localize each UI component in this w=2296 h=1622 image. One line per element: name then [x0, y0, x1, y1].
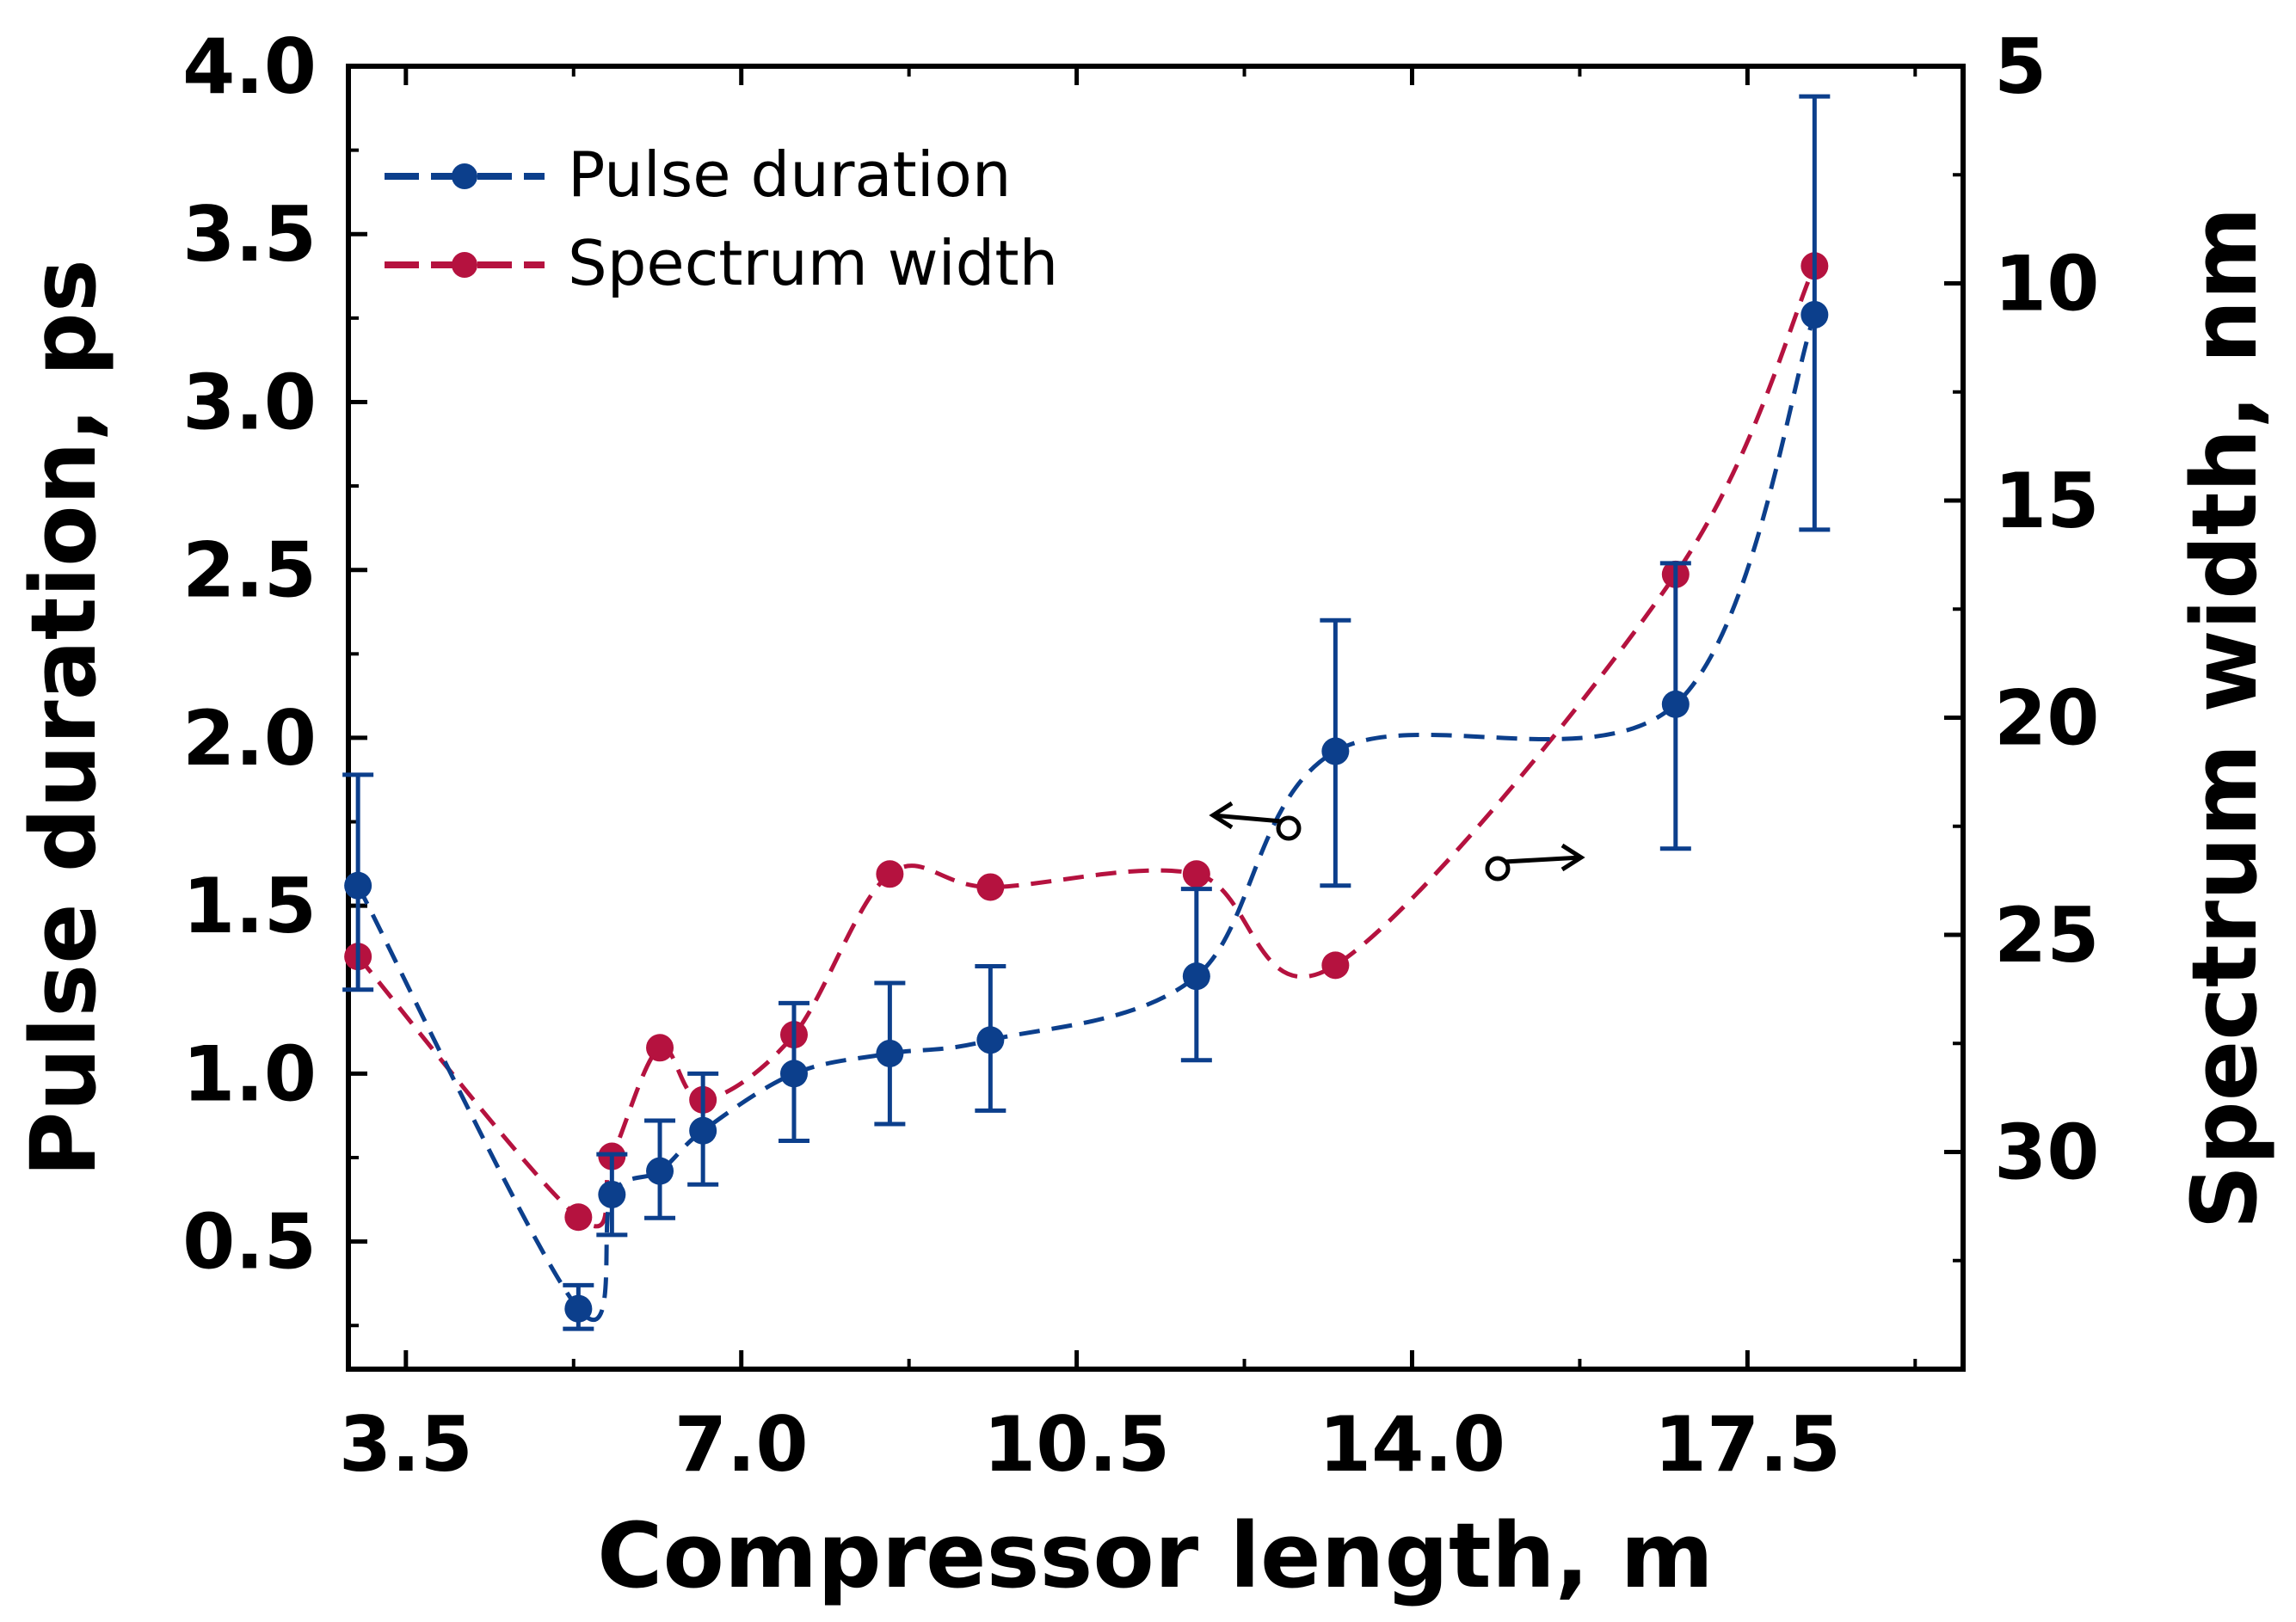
y-right-tick-label: 10 — [1994, 240, 2099, 329]
data-point — [564, 1203, 593, 1232]
data-point — [646, 1157, 674, 1185]
data-point — [1182, 962, 1210, 991]
x-tick-label: 3.5 — [339, 1400, 473, 1489]
series-pulse-duration — [342, 94, 1831, 1331]
y-right-tick-label: 5 — [1994, 22, 2047, 111]
data-point — [1321, 951, 1350, 980]
data-point — [1661, 690, 1690, 718]
x-tick-label: 17.5 — [1654, 1400, 1841, 1489]
data-point — [344, 871, 372, 900]
data-point — [689, 1116, 717, 1145]
data-point — [1182, 860, 1210, 888]
x-tick-label: 7.0 — [674, 1400, 809, 1489]
data-point — [1321, 737, 1350, 765]
legend-item-spectrum-width: Spectrum width — [385, 227, 1058, 299]
legend-label-pulse-duration: Pulse duration — [568, 138, 1011, 211]
y-right-axis-ticks: 5 10 15 20 25 30 — [1944, 22, 2099, 1263]
legend: Pulse duration Spectrum width — [385, 138, 1058, 299]
y-right-axis-title: Spectrum width, nm — [2172, 206, 2277, 1229]
data-point — [1800, 300, 1829, 329]
legend-label-spectrum-width: Spectrum width — [568, 227, 1058, 299]
left-axis-arrow-annotation — [1209, 801, 1302, 841]
y-left-tick-label: 1.5 — [182, 862, 317, 950]
y-left-axis-ticks: 0.5 1.0 1.5 2.0 2.5 3.0 3.5 4.0 — [182, 22, 367, 1328]
right-axis-arrow-annotation — [1485, 843, 1585, 882]
data-point — [646, 1034, 674, 1062]
series-line — [355, 314, 1817, 1322]
legend-item-pulse-duration: Pulse duration — [385, 138, 1011, 211]
series-layer — [342, 94, 1831, 1331]
data-point — [598, 1180, 626, 1208]
y-left-tick-label: 1.0 — [182, 1029, 317, 1118]
y-right-tick-label: 30 — [1994, 1109, 2099, 1197]
y-left-tick-label: 3.0 — [182, 358, 317, 446]
x-tick-label: 10.5 — [983, 1400, 1170, 1489]
y-right-tick-label: 20 — [1994, 674, 2099, 763]
x-axis-ticks: 3.5 7.0 10.5 14.0 17.5 — [339, 66, 1917, 1489]
data-point — [779, 1060, 808, 1088]
y-left-tick-label: 2.5 — [182, 526, 317, 615]
x-axis-title: Compressor length, m — [597, 1503, 1714, 1608]
data-point — [976, 873, 1005, 901]
y-left-tick-label: 2.0 — [182, 694, 317, 783]
y-left-axis-title: Pulse duration, ps — [11, 259, 116, 1177]
y-right-tick-label: 15 — [1994, 457, 2099, 545]
y-left-tick-label: 4.0 — [182, 22, 317, 111]
data-point — [976, 1026, 1005, 1054]
y-right-tick-label: 25 — [1994, 891, 2099, 980]
data-point — [876, 860, 904, 888]
data-point — [564, 1294, 593, 1323]
x-tick-label: 14.0 — [1319, 1400, 1505, 1489]
data-point — [876, 1039, 904, 1067]
y-left-tick-label: 3.5 — [182, 190, 317, 279]
y-left-tick-label: 0.5 — [182, 1198, 317, 1287]
